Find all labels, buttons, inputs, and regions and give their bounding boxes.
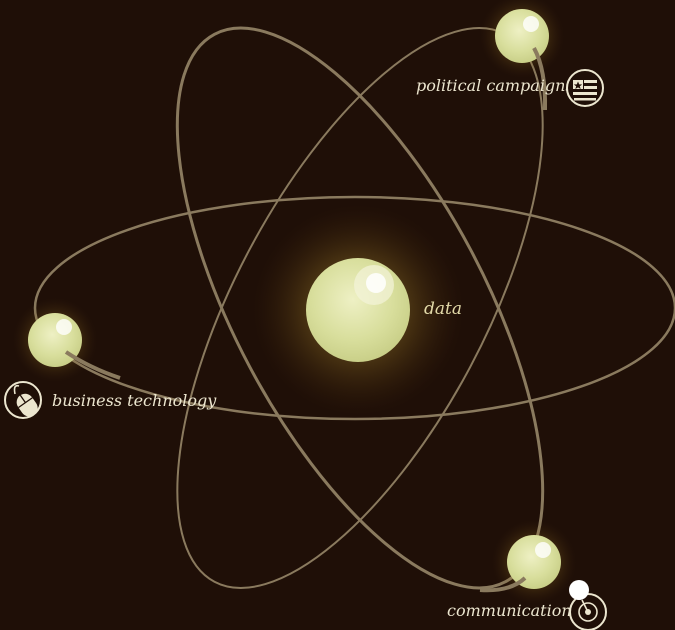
flag-icon bbox=[565, 68, 605, 108]
mouse-icon bbox=[3, 380, 43, 420]
business-technology-label: business technology bbox=[52, 391, 217, 410]
political-orb-highlight bbox=[523, 16, 539, 32]
political-campaigns-label: political campaigns bbox=[416, 76, 574, 95]
political-orb bbox=[495, 9, 549, 63]
center-label: data bbox=[424, 299, 462, 319]
center-orb-highlight bbox=[366, 273, 386, 293]
communication-orb-highlight bbox=[535, 542, 551, 558]
business-orb-highlight bbox=[56, 319, 72, 335]
orbit-front-communication bbox=[479, 576, 527, 593]
communication-orb bbox=[507, 535, 561, 589]
orbit-front-political bbox=[532, 47, 548, 111]
target-ball-icon bbox=[569, 580, 589, 600]
communication-label: communication bbox=[447, 601, 572, 620]
orbit-front-business bbox=[64, 350, 121, 380]
